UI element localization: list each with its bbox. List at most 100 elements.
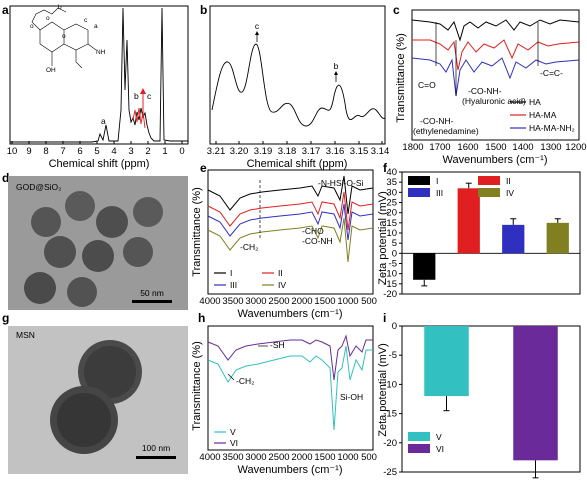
f-bar-3	[546, 222, 569, 254]
x-tick-b-4: 3.17	[302, 146, 321, 157]
i-bar-0	[424, 326, 469, 397]
peak-label-b: b	[134, 91, 139, 101]
panel-letter-d: d	[2, 171, 9, 185]
y-label-e: Transmittance (%)	[191, 187, 203, 276]
legend-c: HA HA-MA HA-MA-NH₂	[510, 97, 575, 133]
series-c-ha	[411, 19, 580, 42]
x-tick-c-4: 1400	[512, 142, 533, 153]
x-tick-a-6: 4	[111, 146, 116, 157]
nmr-spectrum-a	[10, 7, 188, 143]
peak-label-a: a	[101, 116, 106, 126]
panel-letter-h: h	[198, 311, 205, 325]
x-tick-b-0: 3.21	[207, 146, 226, 157]
frame-i	[401, 325, 581, 473]
panel-letter-c: c	[393, 3, 400, 17]
f-bar-2	[502, 224, 525, 254]
x-tick-e-0: 4000	[199, 296, 220, 307]
struct-label-b: b	[58, 4, 62, 11]
annot-c-cc: -C=C-	[540, 68, 563, 78]
legend-c-2: HA-MA-NH₂	[529, 123, 575, 133]
x-tick-a-7: 3	[128, 146, 133, 157]
series-h-vi	[207, 334, 373, 381]
panel-letter-b: b	[200, 3, 207, 17]
legend-h: V VI	[214, 427, 238, 448]
x-tick-c-3: 1500	[485, 142, 506, 153]
f-ytick-label-9: -5	[389, 259, 397, 270]
y-label-h: Transmittance (%)	[191, 341, 203, 430]
x-tick-b-1: 3.20	[230, 146, 249, 157]
series-c-hama	[412, 39, 580, 71]
x-tick-b-5: 3.16	[326, 146, 345, 157]
x-tick-e-2: 3000	[245, 296, 266, 307]
x-tick-b-2: 3.19	[254, 146, 273, 157]
tem-caption-d: GOD@SiO₂	[16, 182, 61, 192]
panel-f-plot: Zeta potential (mV) 4035302520151050-5-1…	[377, 167, 581, 300]
x-tick-e-1: 3500	[222, 296, 243, 307]
x-label-h: Wavenumbers (cm⁻¹)	[237, 464, 342, 476]
struct-label-c: c	[84, 17, 88, 24]
nmr-zoom-b	[211, 43, 386, 127]
annot-h-ch2: -CH₂	[236, 376, 254, 386]
annot-c-ha: (Hyaluronic acid)	[462, 96, 526, 106]
panel-h-plot: Transmittance (%) -SH -CH₂ Si-OH V VI 40…	[191, 325, 377, 476]
annot-c-en: (ethylenedamine)	[413, 126, 479, 136]
legend-e: I II III IV	[214, 268, 286, 290]
i-ytick-label-0: 0	[392, 321, 397, 332]
annot-c-conh-ha: -CO-NH-	[468, 86, 502, 96]
x-tick-h-4: 2000	[291, 452, 312, 463]
x-tick-a-3: 7	[60, 146, 65, 157]
tem-caption-g: MSN	[16, 330, 35, 340]
f-ytick-label-4: 20	[386, 208, 397, 219]
x-tick-b-6: 3.15	[350, 146, 369, 157]
panel-letter-g: g	[2, 311, 9, 325]
x-tick-a-5: 5	[94, 146, 99, 157]
series-e-iv	[207, 217, 374, 263]
scalebar-d	[132, 300, 172, 303]
x-tick-c-5: 1300	[540, 142, 561, 153]
legend-h-0: V	[230, 427, 236, 437]
legend-h-1: VI	[230, 438, 238, 448]
panel-letter-a: a	[2, 3, 9, 17]
series-e-iii	[207, 203, 374, 241]
panel-i-plot: Zeta potential (mV) 0 -5 -10 -15 -20 -25 V VI	[377, 321, 581, 479]
x-tick-b-7: 3.14	[371, 146, 390, 157]
legend-i-0: V	[436, 432, 442, 442]
molecular-structure	[31, 7, 97, 69]
struct-label-o3: o	[46, 15, 50, 22]
legend-e-1: II	[278, 268, 283, 278]
peak-label-b-b: b	[334, 61, 339, 71]
x-tick-a-2: 8	[43, 146, 48, 157]
x-label-a: Chemical shift (ppm)	[49, 158, 150, 170]
annot-e-cho: -CHO	[302, 226, 324, 236]
annot-e-siosi: Si-O-Si	[336, 178, 364, 188]
struct-label-nh: NH	[96, 49, 106, 56]
x-tick-a-1: 9	[26, 146, 31, 157]
f-ytick-label-12: -20	[383, 289, 397, 300]
legend-e-0: I	[230, 268, 232, 278]
x-tick-c-2: 1600	[457, 142, 478, 153]
panel-a-plot: 10 9 8 7 6 5 4 3 2 1 0 Chemical shift (p…	[7, 4, 189, 170]
series-c-hamanh2	[411, 57, 580, 97]
legend-i-1: VI	[436, 444, 444, 454]
legend-e-3: IV	[278, 280, 286, 290]
f-ytick-label-10: -10	[383, 269, 397, 280]
i-ytick-label-5: -25	[383, 467, 397, 478]
f-ytick-label-11: -15	[383, 279, 397, 290]
x-tick-a-4: 6	[77, 146, 82, 157]
x-tick-h-1: 3500	[222, 452, 243, 463]
annot-c-co: C=O	[418, 80, 436, 90]
y-label-f: Zeta potential (mV)	[377, 191, 389, 285]
i-ytick-label-2: -10	[383, 379, 397, 390]
legend-f-3: IV	[506, 188, 514, 198]
legend-c-1: HA-MA	[529, 110, 557, 120]
peak-label-b-c: c	[255, 21, 260, 31]
legend-f-0: I	[436, 176, 438, 186]
f-ytick-label-1: 35	[386, 177, 397, 188]
annot-e-nh: -N-H	[318, 178, 336, 188]
x-tick-h-6: 1000	[337, 452, 358, 463]
annot-h-sh: -SH	[270, 340, 285, 350]
x-tick-b-3: 3.18	[278, 146, 297, 157]
legend-e-2: III	[230, 280, 237, 290]
